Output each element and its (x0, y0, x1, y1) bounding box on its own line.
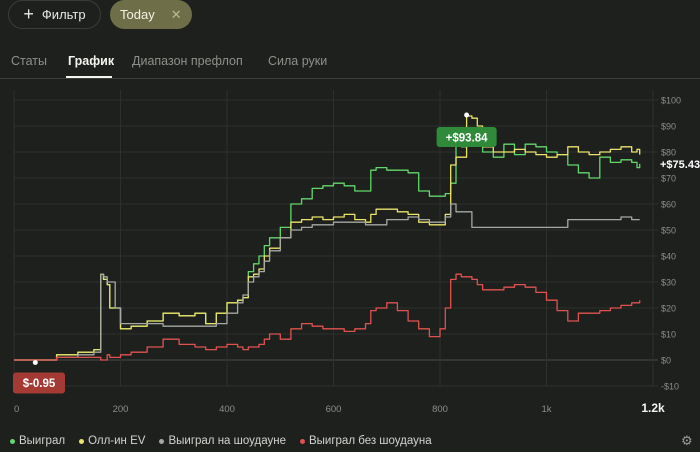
legend-dot-won (10, 438, 15, 444)
legend-label-allin-ev: Олл-ин EV (88, 435, 146, 447)
legend-item-allin-ev[interactable]: Олл-ин EV (79, 432, 145, 450)
series-line-1 (14, 115, 641, 361)
x-tick-label: 1k (541, 404, 551, 415)
legend-dot-showdown (159, 438, 165, 444)
series-line-2 (14, 203, 640, 361)
plus-icon: + (23, 3, 34, 24)
series-line-0 (14, 133, 641, 361)
legend-dot-non-showdown (299, 438, 305, 444)
y-tick-label: $40 (661, 252, 676, 262)
tab-hand-strength[interactable]: Сила руки (268, 54, 328, 68)
y-tick-label: $20 (661, 304, 676, 314)
legend-item-non-showdown[interactable]: Выиграл без шоудауна (299, 432, 432, 450)
y-tick-label: $50 (661, 226, 676, 236)
tab-chart[interactable]: График (68, 54, 115, 68)
tab-bar: Статы График Диапазон префлоп Сила руки (0, 46, 700, 79)
y-tick-label: $30 (661, 278, 676, 288)
add-filter-label: Фильтр (41, 7, 86, 22)
y-tick-label: $100 (661, 96, 681, 106)
gear-icon[interactable]: ⚙ (681, 433, 693, 448)
legend-label-won: Выиграл (19, 435, 66, 447)
legend-dot-allin-ev (79, 438, 85, 444)
y-tick-label: $10 (661, 330, 676, 340)
peak-badge-label: +$93.84 (446, 133, 488, 145)
series-line-3 (14, 273, 641, 361)
min-badge (13, 372, 65, 394)
end-value-label: +$75.43 (660, 159, 700, 171)
today-filter-chip[interactable]: Today ✕ (110, 0, 192, 29)
x-tick-label: 600 (326, 404, 342, 415)
x-tick-label: 0 (14, 404, 19, 415)
legend-item-showdown[interactable]: Выиграл на шоудауне (159, 432, 286, 450)
tab-stats[interactable]: Статы (11, 54, 47, 68)
tab-preflop-range[interactable]: Диапазон префлоп (132, 54, 243, 68)
y-tick-label: $70 (661, 174, 676, 184)
x-tick-label: 200 (113, 404, 129, 415)
y-tick-label: $0 (661, 356, 671, 366)
legend-label-showdown: Выиграл на шоудауне (168, 435, 286, 447)
today-chip-label: Today (120, 7, 155, 22)
chart-legend: Выиграл Олл-ин EV Выиграл на шоудауне Вы… (10, 432, 432, 450)
y-tick-label: $60 (661, 200, 676, 210)
x-tick-label: 800 (432, 404, 448, 415)
x-tick-label: 1.2k (641, 401, 665, 415)
min-marker (32, 359, 38, 365)
y-tick-label: $80 (661, 148, 676, 158)
min-badge-label: $-0.95 (23, 378, 56, 390)
close-icon[interactable]: ✕ (170, 6, 182, 22)
peak-badge (436, 127, 497, 148)
active-tab-underline (66, 76, 112, 78)
legend-item-won[interactable]: Выиграл (10, 432, 65, 450)
x-tick-label: 400 (219, 404, 235, 415)
peak-marker (464, 112, 470, 118)
add-filter-button[interactable]: + Фильтр (8, 0, 101, 29)
y-tick-label: -$10 (661, 382, 679, 392)
y-tick-label: $90 (661, 122, 676, 132)
legend-label-non-showdown: Выиграл без шоудауна (308, 435, 432, 447)
